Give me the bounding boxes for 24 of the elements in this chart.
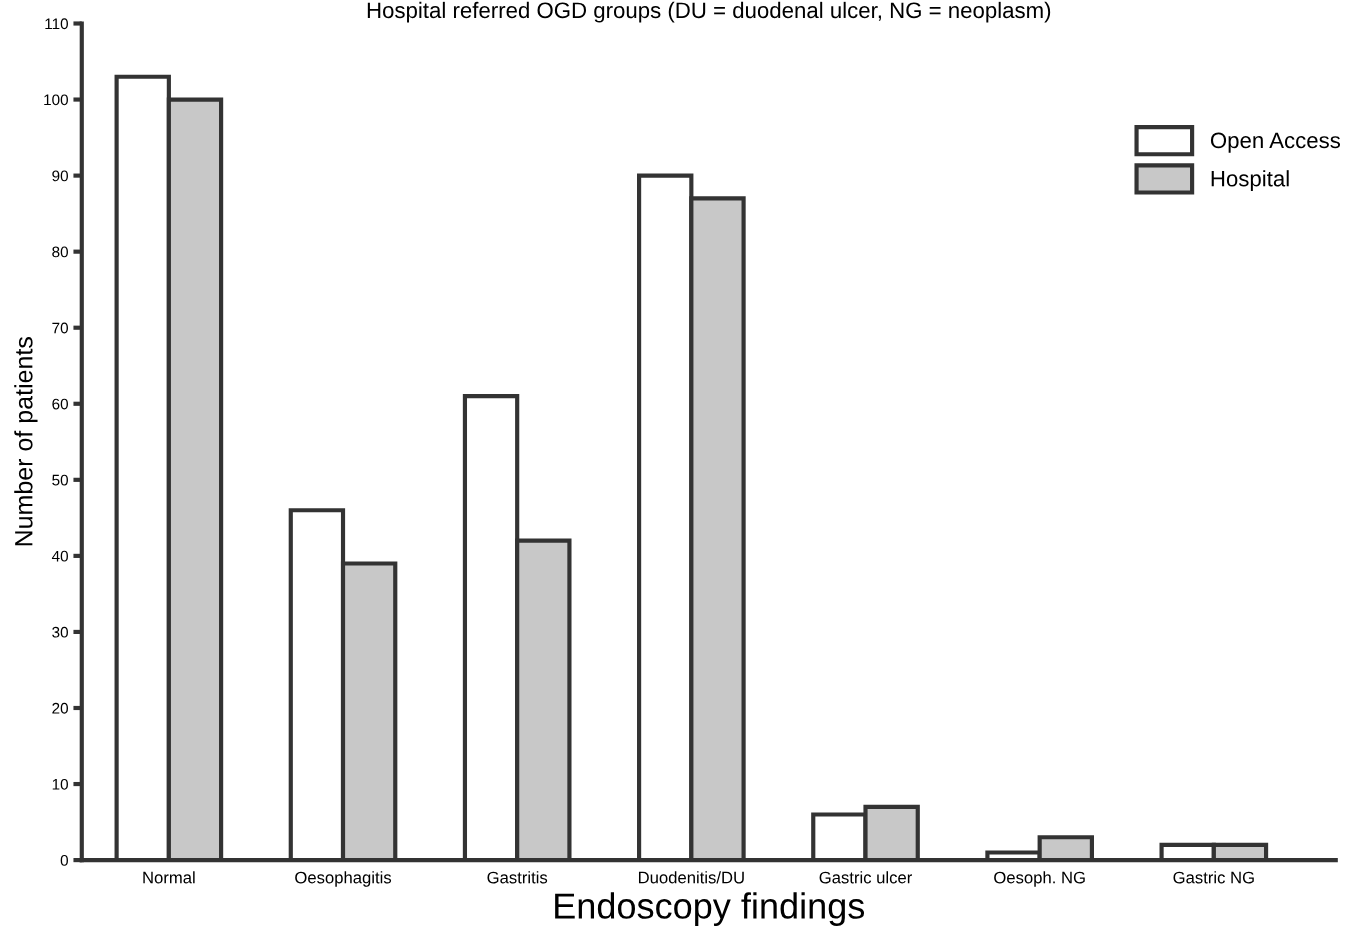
x-tick-label: Gastric NG	[1173, 871, 1254, 884]
y-tick-label: 50	[52, 474, 68, 486]
y-tick-label: 70	[52, 322, 68, 334]
y-tick-label: 80	[52, 246, 68, 258]
y-tick-label: 10	[52, 778, 68, 790]
chart-title: Hospital referred OGD groups (DU = duodenal ulcer, NG = neoplasm)	[367, 1, 1051, 23]
x-tick-label: Normal	[143, 871, 195, 884]
legend-label: Open Access	[1210, 132, 1341, 153]
y-tick-label: 20	[52, 702, 68, 714]
y-tick-label: 30	[52, 626, 68, 638]
y-tick-label: 40	[51, 550, 68, 562]
y-tick-label: 60	[52, 398, 68, 410]
y-axis-title: Number of patients	[14, 337, 38, 546]
legend-label: Hospital	[1211, 170, 1289, 191]
y-tick-label: 110	[45, 18, 68, 30]
x-tick-label: Duodenitis/DU	[638, 871, 744, 884]
x-tick-label: Gastritis	[487, 871, 548, 884]
x-tick-label: Oesoph. NG	[994, 871, 1085, 887]
y-tick-label: 0	[60, 854, 68, 866]
y-tick-label: 90	[52, 170, 68, 182]
y-tick-label: 100	[44, 94, 68, 106]
x-axis-title: Endoscopy findings	[555, 892, 865, 926]
x-tick-label: Oesophagitis	[295, 871, 392, 887]
x-tick-label: Gastric ulcer	[819, 871, 912, 884]
